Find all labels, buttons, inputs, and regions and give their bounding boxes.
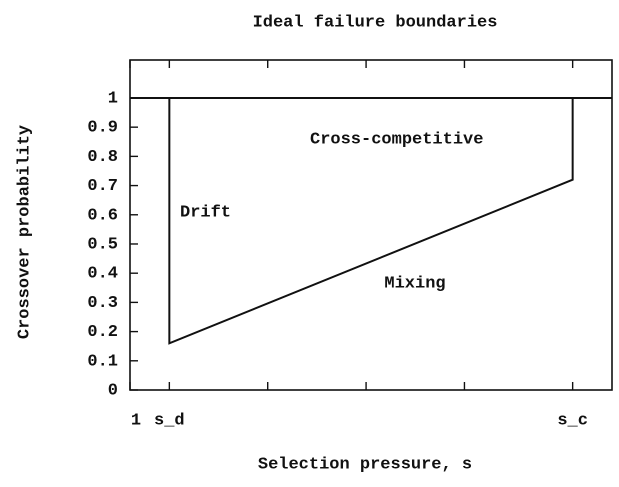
annotation: Cross-competitive	[310, 130, 483, 149]
y-tick-label: 0	[108, 381, 118, 400]
y-axis-label: Crossover probability	[15, 125, 34, 339]
x-tick-label: s_c	[557, 411, 588, 430]
y-tick-label: 0.2	[87, 323, 118, 342]
y-tick-label: 0.5	[87, 235, 118, 254]
y-tick-label: 0.1	[87, 352, 118, 371]
y-tick-label: 0.3	[87, 294, 118, 313]
annotation: Drift	[180, 203, 231, 222]
y-tick-label: 0.6	[87, 206, 118, 225]
x-tick-label: 1	[131, 411, 141, 430]
y-tick-label: 0.8	[87, 148, 118, 167]
annotation: Mixing	[384, 274, 445, 293]
y-tick-label: 0.9	[87, 119, 118, 138]
boundary-line	[168, 97, 574, 345]
x-tick-label: s_d	[154, 411, 185, 430]
y-tick-label: 0.4	[87, 265, 118, 284]
chart-title: Ideal failure boundaries	[253, 13, 498, 32]
y-tick-label: 0.7	[87, 177, 118, 196]
y-tick-label: 1	[108, 89, 118, 108]
plot-frame	[129, 59, 613, 391]
x-axis-label: Selection pressure, s	[258, 455, 472, 474]
